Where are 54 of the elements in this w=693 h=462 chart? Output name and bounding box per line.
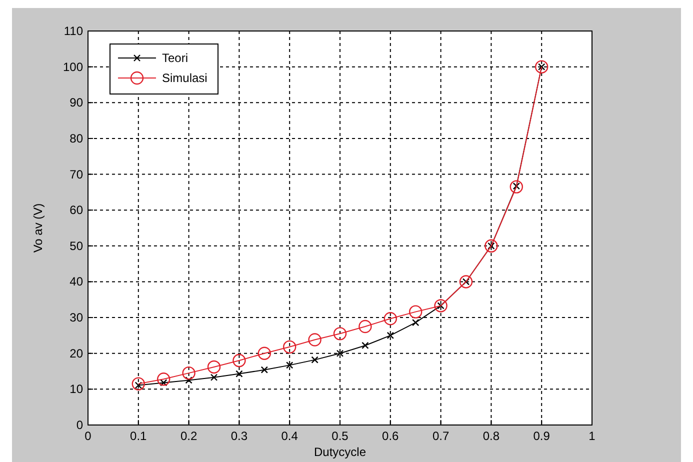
point <box>308 333 322 346</box>
legend-label: Teori <box>162 51 188 65</box>
point <box>232 354 246 368</box>
x-tick-label: 0.5 <box>332 429 349 443</box>
point <box>434 299 448 312</box>
point <box>157 372 170 386</box>
point <box>258 346 271 360</box>
y-tick-label: 20 <box>70 346 84 360</box>
y-tick-label: 90 <box>70 96 84 110</box>
x-tick-label: 0.9 <box>533 429 550 443</box>
point <box>286 362 294 369</box>
point <box>132 377 145 390</box>
x-tick-label: 0.2 <box>180 429 198 443</box>
x-tick-label: 0.3 <box>230 429 248 443</box>
y-axis-title: Vo av (V) <box>31 203 45 253</box>
x-tick-label: 0.4 <box>281 429 298 443</box>
point <box>260 366 268 374</box>
y-tick-label: 40 <box>70 274 84 289</box>
y-tick-label: 0 <box>76 418 84 432</box>
x-tick-label: 0 <box>84 429 92 443</box>
y-tick-label: 30 <box>70 310 84 325</box>
x-tick-label: 0.6 <box>382 429 400 443</box>
point <box>182 366 196 380</box>
x-axis-title: Dutycycle <box>314 445 366 459</box>
y-tick-label: 70 <box>70 167 84 182</box>
y-tick-label: 60 <box>70 203 84 218</box>
x-tick-label: 0.1 <box>130 429 148 443</box>
point <box>358 320 372 334</box>
point <box>459 275 473 288</box>
point <box>484 239 498 253</box>
point <box>236 370 243 378</box>
point <box>185 376 192 384</box>
y-tick-label: 10 <box>70 382 84 396</box>
point <box>510 180 523 194</box>
point <box>207 360 221 374</box>
point <box>333 327 347 340</box>
point <box>386 332 394 340</box>
y-tick-label: 110 <box>64 24 84 38</box>
point <box>210 374 218 381</box>
point <box>409 305 422 318</box>
legend-label: Simulasi <box>162 71 208 85</box>
x-tick-label: 0.7 <box>432 429 450 443</box>
x-tick-label: 1 <box>588 429 596 443</box>
x-tick-label: 0.8 <box>482 429 500 443</box>
point <box>384 312 397 326</box>
y-tick-label: 80 <box>70 131 84 146</box>
point <box>311 356 318 364</box>
y-tick-label: 50 <box>70 238 84 253</box>
point <box>283 340 296 354</box>
point <box>535 60 548 74</box>
point <box>336 350 344 357</box>
y-tick-label: 100 <box>62 60 84 74</box>
point <box>412 318 420 326</box>
point <box>362 342 369 350</box>
